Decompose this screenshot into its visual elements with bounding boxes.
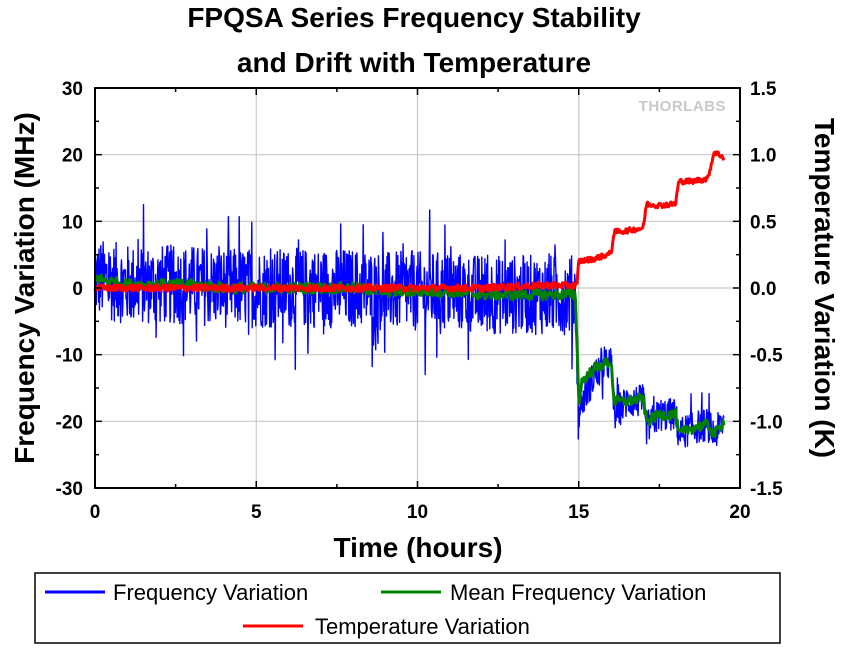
chart-title-line1: FPQSA Series Frequency Stability bbox=[187, 2, 641, 33]
x-tick-label: 10 bbox=[407, 502, 428, 523]
legend-box bbox=[34, 572, 781, 644]
x-tick-label: 20 bbox=[729, 502, 750, 523]
y-right-tick-label: -1.0 bbox=[750, 412, 783, 433]
legend-label-temperature: Temperature Variation bbox=[315, 614, 530, 639]
y-right-tick-label: 1.5 bbox=[750, 79, 777, 100]
legend-label-frequency: Frequency Variation bbox=[113, 580, 308, 605]
y-left-tick-labels: 30 20 10 0 -10 -20 -30 bbox=[56, 79, 83, 500]
x-tick-label: 5 bbox=[251, 502, 262, 523]
y-left-tick-label: -20 bbox=[56, 412, 83, 433]
y-left-tick-label: -10 bbox=[56, 346, 83, 367]
series-line-temperature bbox=[93, 150, 726, 293]
legend-label-mean-frequency: Mean Frequency Variation bbox=[450, 580, 706, 605]
brand-logo-text: THORLABS bbox=[639, 98, 726, 115]
y-left-tick-label: 20 bbox=[62, 146, 83, 167]
y-right-tick-label: -0.5 bbox=[750, 346, 783, 367]
series-line-frequency bbox=[94, 204, 725, 448]
y-left-axis-title: Frequency Variation (MHz) bbox=[9, 112, 40, 464]
ticks bbox=[94, 87, 741, 489]
y-right-tick-labels: 1.5 1.0 0.5 0.0 -0.5 -1.0 -1.5 bbox=[750, 79, 783, 500]
legend: Frequency Variation Mean Frequency Varia… bbox=[34, 572, 781, 644]
y-right-tick-label: -1.5 bbox=[750, 479, 783, 500]
y-left-tick-label: 10 bbox=[62, 212, 83, 233]
y-right-tick-label: 0.5 bbox=[750, 212, 777, 233]
y-right-tick-label: 0.0 bbox=[750, 279, 776, 300]
x-tick-label: 15 bbox=[568, 502, 590, 523]
x-tick-labels: 0 5 10 15 20 bbox=[90, 502, 751, 523]
plot-series bbox=[93, 150, 726, 448]
x-tick-label: 0 bbox=[90, 502, 101, 523]
y-right-axis-title: Temperature Variation (K) bbox=[809, 118, 840, 458]
chart-title-line2: and Drift with Temperature bbox=[237, 47, 591, 78]
y-left-tick-label: 30 bbox=[62, 79, 83, 100]
y-left-tick-label: -30 bbox=[56, 479, 83, 500]
y-left-tick-label: 0 bbox=[72, 279, 83, 300]
x-axis-title: Time (hours) bbox=[333, 532, 502, 563]
y-right-tick-label: 1.0 bbox=[750, 146, 776, 167]
